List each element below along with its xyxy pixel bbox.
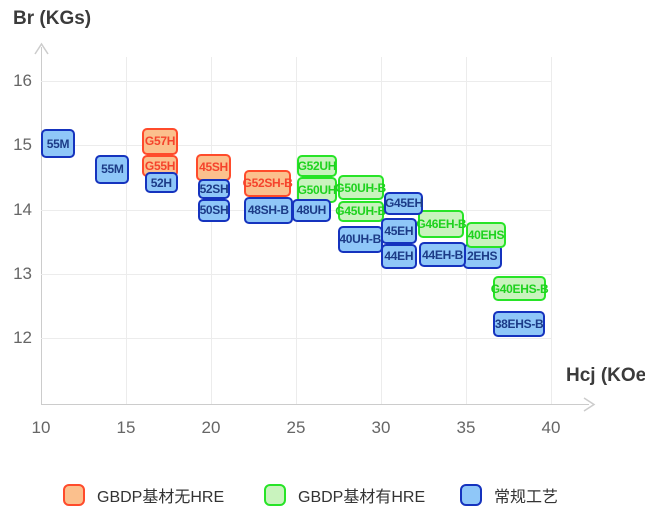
gridline-vertical	[126, 57, 127, 404]
grade-box-44EH: 44EH	[381, 244, 417, 269]
grade-box-G55H: G55H	[142, 154, 178, 178]
legend-label: GBDP基材有HRE	[298, 489, 426, 506]
grade-box-G52SH-B: G52SH-B	[243, 169, 293, 197]
gridline-vertical	[211, 57, 212, 404]
grade-box-G45EH: G45EH	[384, 191, 424, 215]
grade-box-G52UH: G52UH	[296, 154, 337, 178]
y-axis-arrow-icon	[34, 42, 49, 55]
y-tick-label: 12	[13, 328, 32, 347]
grade-box-55M: 55M	[95, 154, 130, 184]
grade-box-44EH-B: 44EH-B	[419, 242, 466, 268]
grade-box-40UH-B: 40UH-B	[337, 225, 383, 253]
grade-box-G46EH-B: G46EH-B	[416, 209, 467, 239]
grade-box-55M: 55M	[41, 129, 75, 159]
gridline-vertical	[551, 57, 552, 404]
grade-box-G45UH-B: G45UH-B	[335, 200, 386, 223]
legend-label: 常规工艺	[494, 489, 559, 506]
x-axis-line	[41, 404, 589, 405]
x-tick-label: 20	[201, 418, 221, 437]
grade-box-50SH: 50SH	[198, 198, 230, 223]
grade-box-52SH: 52SH	[198, 179, 230, 199]
y-tick-label: 16	[13, 71, 32, 90]
grade-box-45SH: 45SH	[195, 153, 232, 181]
legend: GBDP基材无HRE GBDP基材有HRE 常规工艺	[0, 483, 645, 509]
grade-box-G50UH-B: G50UH-B	[335, 175, 386, 201]
x-tick-label: 30	[371, 418, 391, 437]
grade-box-G40EHS-B: G40EHS-B	[491, 276, 549, 302]
legend-label: GBDP基材无HRE	[97, 489, 225, 506]
grade-box-38EHS-B: 38EHS-B	[493, 311, 546, 337]
grade-box-45EH: 45EH	[381, 218, 417, 244]
legend-item-conventional[interactable]: 常规工艺	[460, 483, 558, 507]
grade-box-48SH-B: 48SH-B	[244, 196, 293, 224]
y-tick-label: 14	[13, 199, 32, 219]
grade-box-2EHS: 2EHS	[462, 244, 502, 269]
legend-swatch-green	[264, 484, 286, 506]
legend-item-gbdp-no-hre[interactable]: GBDP基材无HRE	[63, 483, 224, 507]
legend-item-gbdp-hre[interactable]: GBDP基材有HRE	[264, 483, 425, 507]
y-axis-line	[41, 47, 42, 404]
grade-box-52H: 52H	[144, 172, 178, 194]
legend-swatch-blue	[460, 484, 482, 506]
grade-box-40EHS: 40EHS	[466, 222, 506, 249]
x-tick-label: 40	[541, 418, 561, 437]
x-axis-arrow-icon	[583, 397, 596, 412]
grade-box-48UH: 48UH	[291, 198, 331, 223]
x-tick-label: 15	[116, 418, 136, 437]
legend-swatch-orange	[63, 484, 85, 506]
x-tick-label: 25	[286, 418, 306, 437]
y-tick-label: 13	[13, 263, 32, 283]
x-tick-label: 10	[31, 418, 51, 437]
x-tick-label: 35	[456, 418, 476, 437]
y-axis-title: Br (KGs)	[13, 8, 92, 29]
y-tick-label: 15	[13, 135, 32, 155]
x-axis-title: Hcj (KOe)	[566, 365, 645, 386]
gridline-vertical	[296, 57, 297, 404]
grade-box-G57H: G57H	[142, 127, 178, 155]
